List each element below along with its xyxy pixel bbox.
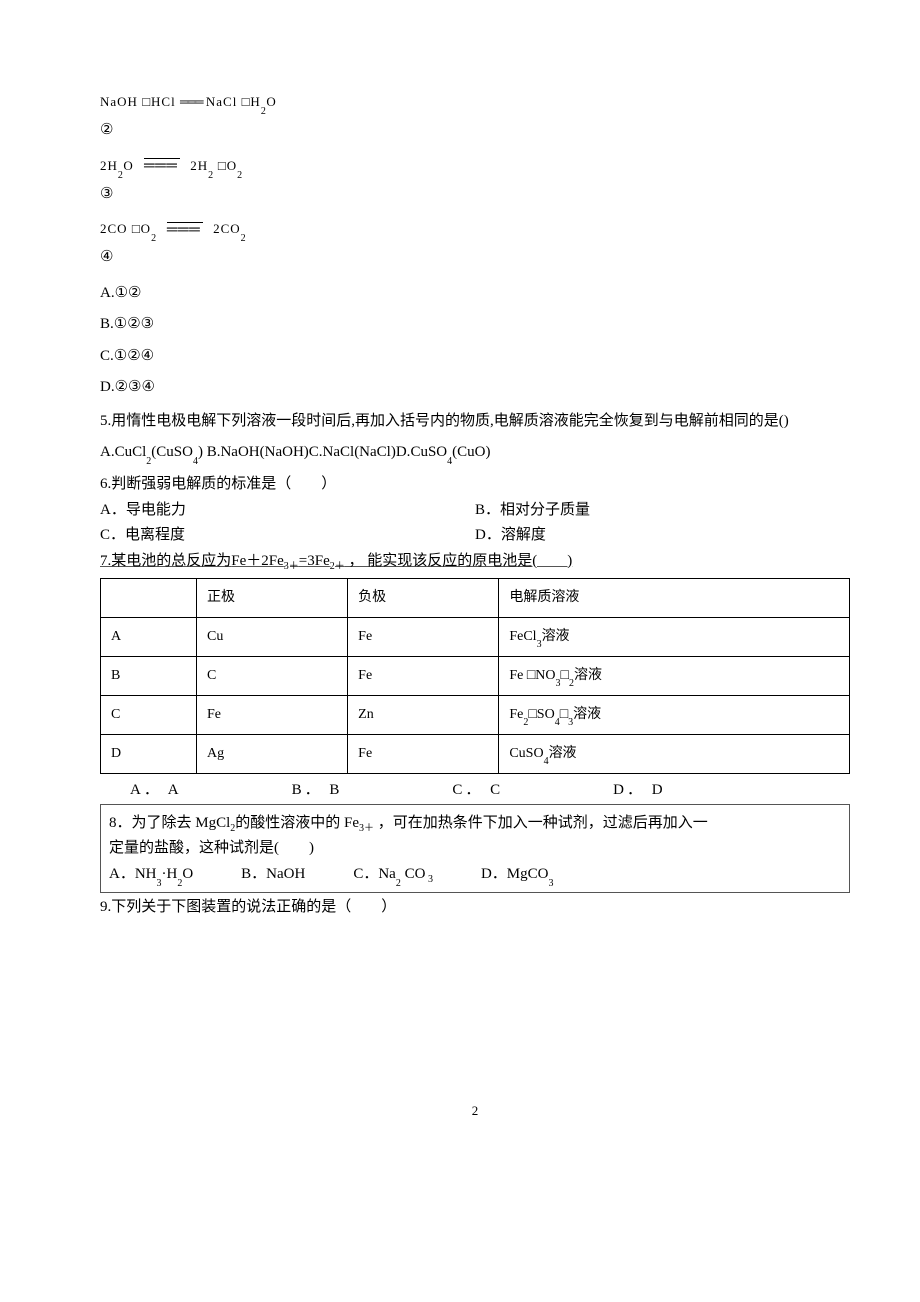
- q7-table: 正极 负极 电解质溶液 A Cu Fe FeCl3溶液 B C Fe Fe □N…: [100, 578, 850, 774]
- circle-4: ④: [100, 245, 850, 271]
- q6-option-d: D．溶解度: [475, 523, 850, 549]
- q7-head-2: 负极: [348, 579, 499, 618]
- q4-option-a: A.①②: [100, 281, 850, 307]
- q6-option-c: C．电离程度: [100, 523, 475, 549]
- circle-2: ②: [100, 118, 850, 144]
- q5-options: A.CuCl2(CuSO4) B.NaOH(NaOH)C.NaCl(NaCl)D…: [100, 440, 850, 466]
- q6-row2: C．电离程度 D．溶解度: [100, 523, 850, 549]
- eq2-rhs: NaCl □H2O: [206, 94, 277, 110]
- q7-ans-c: C． C: [452, 778, 503, 804]
- q7-ans-b: B． B: [292, 778, 343, 804]
- q5-text: 5.用惰性电极电解下列溶液一段时间后,再加入括号内的物质,电解质溶液能完全恢复到…: [100, 409, 850, 435]
- q8-option-a: A．NH3·H2O: [109, 862, 193, 888]
- q4-option-d: D.②③④: [100, 375, 850, 401]
- eq2-arrow: ═══: [180, 94, 202, 109]
- eq3-arrow: ═══: [144, 158, 180, 174]
- circle-3: ③: [100, 182, 850, 208]
- q4-option-c: C.①②④: [100, 344, 850, 370]
- q8-line2: 定量的盐酸，这种试剂是( ): [109, 836, 841, 862]
- q7-text: 7.某电池的总反应为Fe＋2Fe3＋=3Fe2＋ ， 能实现该反应的原电池是( …: [100, 549, 850, 575]
- equation-3: 2H2O ═══ 2H2 □O2: [100, 154, 850, 180]
- q7-head-row: 正极 负极 电解质溶液: [101, 579, 850, 618]
- q8-option-d: D．MgCO3: [481, 862, 554, 888]
- q6-option-b: B．相对分子质量: [475, 498, 850, 524]
- q7-head-3: 电解质溶液: [499, 579, 850, 618]
- q6-text: 6.判断强弱电解质的标准是（ ）: [100, 472, 850, 498]
- q8-box: 8．为了除去 MgCl2的酸性溶液中的 Fe3＋ ，可在加热条件下加入一种试剂，…: [100, 805, 850, 893]
- q8-option-b: B．NaOH: [241, 862, 305, 888]
- eq2-lhs: NaOH □HCl: [100, 94, 180, 110]
- q8-options: A．NH3·H2O B．NaOH C．Na2 CO 3 D．MgCO3: [109, 862, 841, 888]
- eq4-arrow: ═══: [167, 222, 203, 238]
- q6-option-a: A．导电能力: [100, 498, 475, 524]
- q9-text: 9.下列关于下图装置的说法正确的是（ ）: [100, 895, 850, 921]
- page-number: 2: [100, 1100, 850, 1122]
- q7-row-a: A Cu Fe FeCl3溶液: [101, 618, 850, 657]
- q8-line1: 8．为了除去 MgCl2的酸性溶液中的 Fe3＋ ，可在加热条件下加入一种试剂，…: [109, 811, 841, 837]
- q7-ans-d: D． D: [613, 778, 665, 804]
- q7-row-b: B C Fe Fe □NO3□2溶液: [101, 657, 850, 696]
- q7-row-d: D Ag Fe CuSO4溶液: [101, 735, 850, 774]
- q7-row-c: C Fe Zn Fe2□SO4□3溶液: [101, 696, 850, 735]
- equation-2: NaOH □HCl ═══ NaCl □H2O: [100, 90, 850, 116]
- q7-answer-row: A． A B． B C． C D． D: [100, 774, 850, 805]
- q8-option-c: C．Na2 CO 3: [353, 862, 433, 888]
- q7-head-1: 正极: [197, 579, 348, 618]
- equation-4: 2CO □O2 ═══ 2CO2: [100, 217, 850, 243]
- q4-option-b: B.①②③: [100, 312, 850, 338]
- q7-head-0: [101, 579, 197, 618]
- q6-row1: A．导电能力 B．相对分子质量: [100, 498, 850, 524]
- q7-ans-a: A． A: [130, 778, 182, 804]
